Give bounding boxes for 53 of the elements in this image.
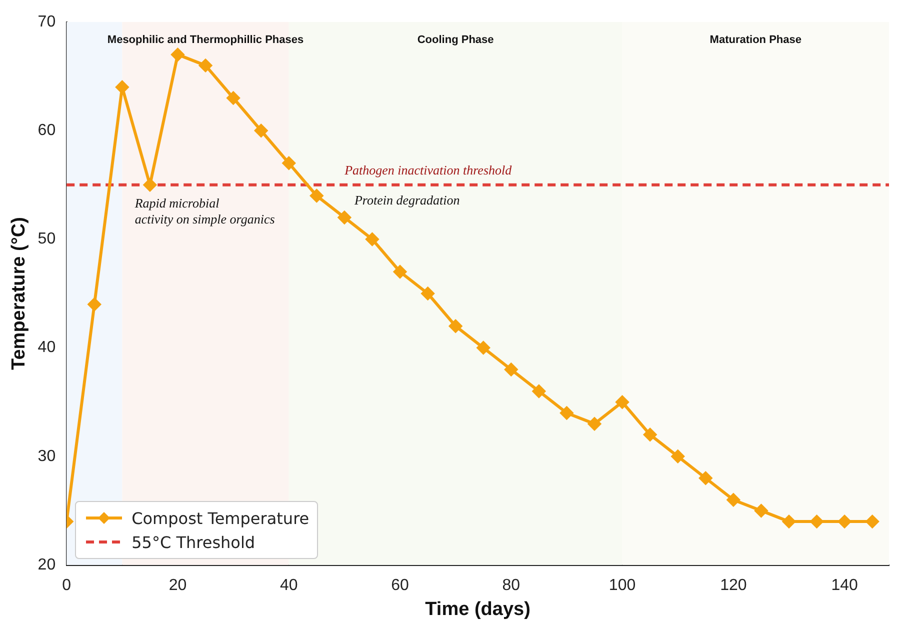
point: [560, 406, 574, 420]
x-tick-label: 0: [62, 577, 72, 594]
point: [782, 515, 796, 528]
band-label: Mesophilic and Thermophillic Phases: [107, 34, 304, 46]
y-tick-label: 70: [38, 13, 56, 30]
y-tick-label: 60: [38, 122, 56, 140]
point: [421, 287, 434, 300]
band-label: Cooling Phase: [417, 34, 494, 46]
point: [671, 450, 684, 463]
point: [504, 363, 518, 376]
point: [838, 515, 852, 528]
point: [449, 320, 462, 333]
point: [88, 298, 101, 311]
annotation: Pathogen inactivation threshold: [344, 162, 512, 178]
point: [616, 396, 629, 409]
point: [588, 417, 601, 430]
y-tick-label: 20: [38, 556, 56, 574]
point: [810, 515, 824, 528]
point: [699, 472, 712, 485]
x-tick-label: 60: [391, 577, 410, 594]
legend-label: Compost Temperature: [132, 508, 310, 528]
point: [532, 384, 546, 398]
point: [338, 210, 351, 224]
point: [644, 428, 657, 442]
point: [116, 80, 129, 94]
y-tick-label: 40: [38, 339, 56, 356]
y-tick-label: 50: [38, 230, 56, 248]
x-tick-label: 20: [168, 577, 187, 594]
x-tick-label: 100: [608, 577, 636, 594]
legend-label: 55°C Threshold: [132, 532, 256, 552]
point: [394, 265, 407, 278]
x-tick-label: 140: [831, 577, 858, 594]
x-tick-label: 80: [502, 577, 520, 594]
y-tick-label: 30: [38, 448, 56, 465]
x-axis-title: Time (days): [425, 598, 530, 620]
point: [143, 178, 156, 192]
point: [754, 504, 768, 518]
point: [254, 124, 268, 138]
point: [226, 92, 240, 105]
point: [171, 48, 184, 62]
band-label: Maturation Phase: [710, 34, 802, 46]
point: [476, 341, 490, 354]
annotation: Rapid microbial activity on simple organics: [134, 195, 275, 226]
point: [282, 156, 296, 170]
x-tick-label: 40: [280, 577, 298, 594]
point: [199, 58, 212, 72]
point: [726, 493, 740, 506]
annotation: Protein degradation: [353, 192, 460, 208]
point: [366, 232, 379, 246]
point: [310, 189, 324, 202]
x-tick-label: 120: [720, 577, 747, 594]
y-axis-title: Temperature (°C): [8, 217, 30, 370]
point: [866, 515, 879, 528]
